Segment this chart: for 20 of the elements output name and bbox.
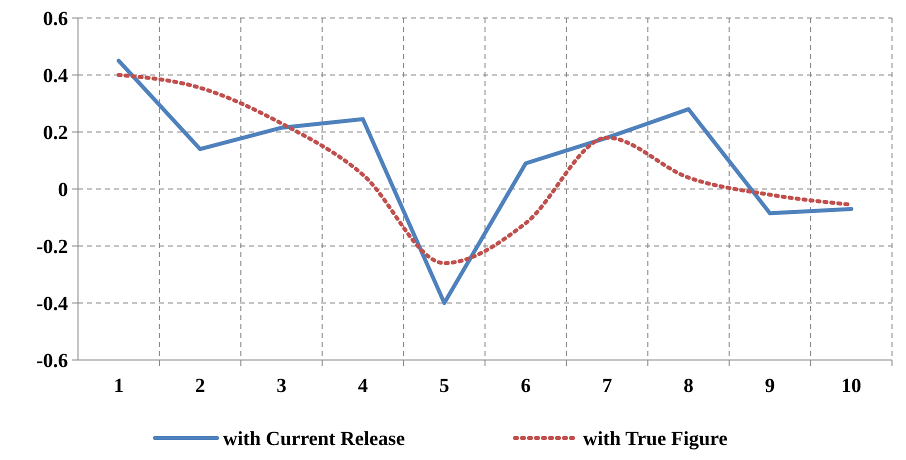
x-tick-label: 3 [276,375,286,397]
y-tick-label: -0.6 [36,350,68,372]
x-tick-label: 5 [439,375,450,397]
y-tick-label: 0.4 [43,65,68,87]
y-tick-label: 0.2 [43,122,68,144]
x-tick-label: 6 [520,375,531,397]
line-series [116,58,854,305]
x-tick-label: 2 [195,375,206,397]
legend-label: with True Figure [583,428,728,450]
x-tick-label: 9 [764,375,775,397]
x-tick-label: 1 [114,375,124,397]
x-tick-label: 4 [358,375,368,397]
x-tick-label: 10 [841,375,862,397]
y-tick-label: 0.6 [43,8,68,30]
y-tick-label: 0 [58,179,68,201]
x-tick-label: 7 [602,375,612,397]
legend-label: with Current Release [223,428,405,450]
x-tick-label: 8 [684,375,694,397]
y-tick-label: -0.2 [36,236,68,258]
y-tick-label: -0.4 [36,293,68,315]
